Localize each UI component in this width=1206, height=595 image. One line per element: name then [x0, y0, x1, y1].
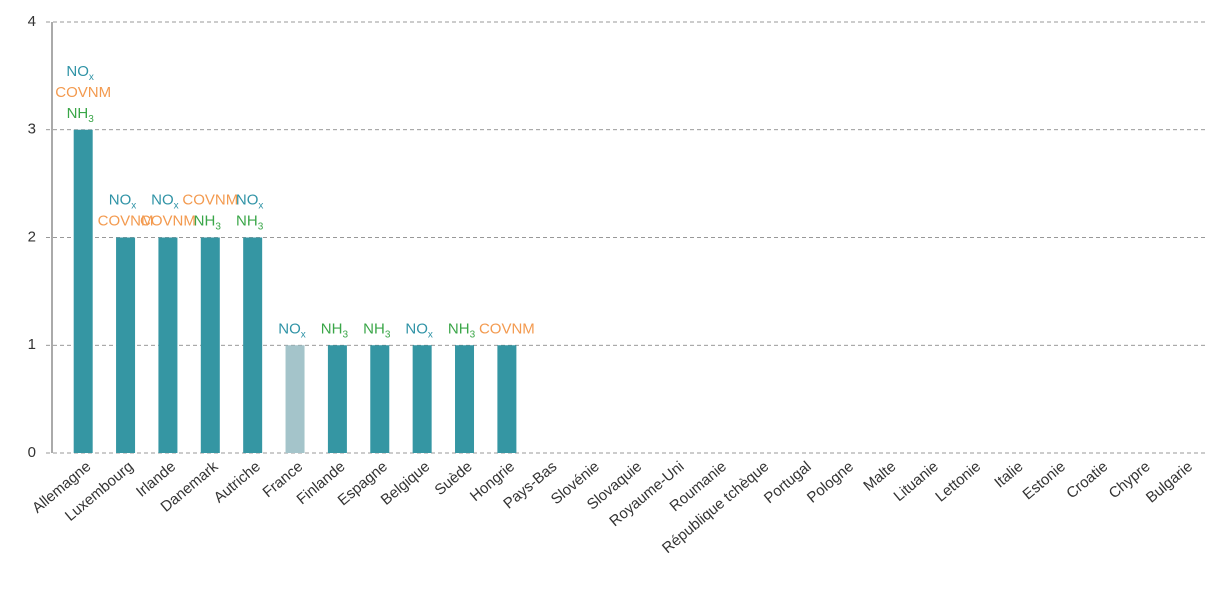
- annotation-subscript: 3: [342, 329, 348, 340]
- annotation-text: NO: [109, 191, 132, 208]
- annotation: NH3: [194, 212, 222, 232]
- bar: [243, 237, 263, 453]
- bar: [73, 129, 93, 453]
- bar: [116, 237, 136, 453]
- annotation-subscript: x: [258, 200, 263, 211]
- annotation: NOx: [66, 63, 94, 83]
- annotation-subscript: x: [174, 200, 179, 211]
- annotation-subscript: 3: [385, 329, 391, 340]
- x-tick-label: Croatie: [1063, 458, 1111, 502]
- annotation-subscript: x: [428, 329, 433, 340]
- y-tick-label: 1: [28, 336, 36, 353]
- bar: [455, 345, 475, 453]
- annotation: NH3: [67, 105, 95, 125]
- annotation: COVNM: [98, 212, 154, 229]
- annotation: NH3: [448, 320, 476, 340]
- annotation-subscript: 3: [258, 221, 264, 232]
- annotation-text: NO: [151, 191, 174, 208]
- bar: [370, 345, 390, 453]
- annotation: COVNM: [182, 191, 238, 208]
- y-tick-label: 4: [28, 13, 36, 30]
- annotation: NOx: [109, 191, 137, 211]
- annotation: NOx: [278, 320, 306, 340]
- annotation-subscript: x: [301, 329, 306, 340]
- x-tick-label: Bulgarie: [1143, 458, 1196, 506]
- annotation-text: COVNM: [479, 320, 535, 337]
- bar: [200, 237, 220, 453]
- x-tick-label: Lituanie: [891, 458, 942, 505]
- annotation: NOx: [236, 191, 264, 211]
- annotation: NOx: [151, 191, 179, 211]
- annotation-text: COVNM: [55, 84, 111, 101]
- x-tick-label: Pologne: [804, 458, 857, 506]
- annotation: NH3: [321, 320, 349, 340]
- bar: [412, 345, 432, 453]
- annotation-text: NH: [363, 320, 385, 337]
- annotation-text: NH: [194, 212, 216, 229]
- annotation-text: NH: [448, 320, 470, 337]
- annotation-text: NO: [66, 63, 89, 80]
- x-tick-label: Lettonie: [932, 458, 984, 505]
- annotation-subscript: 3: [470, 329, 476, 340]
- annotation: NH3: [363, 320, 391, 340]
- annotation: COVNM: [140, 212, 196, 229]
- bar: [327, 345, 347, 453]
- x-tick-label: Italie: [991, 458, 1026, 491]
- annotation-text: NO: [405, 320, 428, 337]
- annotation-text: NH: [321, 320, 343, 337]
- annotation-text: NO: [278, 320, 301, 337]
- annotation-text: NH: [236, 212, 258, 229]
- annotation-text: COVNM: [140, 212, 196, 229]
- annotation-text: COVNM: [182, 191, 238, 208]
- annotation: NOx: [405, 320, 433, 340]
- annotation-subscript: 3: [88, 113, 94, 124]
- x-tick-label: Autriche: [211, 458, 264, 506]
- annotation-subscript: x: [131, 200, 136, 211]
- bar: [285, 345, 305, 453]
- y-tick-label: 3: [28, 121, 36, 138]
- y-tick-label: 2: [28, 228, 36, 245]
- bar: [497, 345, 517, 453]
- annotation-subscript: x: [89, 71, 94, 82]
- y-tick-label: 0: [28, 444, 36, 461]
- x-tick-label: Portugal: [761, 458, 815, 507]
- annotation: COVNM: [479, 320, 535, 337]
- annotation: COVNM: [55, 84, 111, 101]
- annotation: NH3: [236, 212, 264, 232]
- annotation-subscript: 3: [215, 221, 221, 232]
- annotation-text: NH: [67, 105, 89, 122]
- bar: [158, 237, 178, 453]
- x-tick-label: Estonie: [1020, 458, 1069, 503]
- annotation-text: NO: [236, 191, 259, 208]
- annotation-text: COVNM: [98, 212, 154, 229]
